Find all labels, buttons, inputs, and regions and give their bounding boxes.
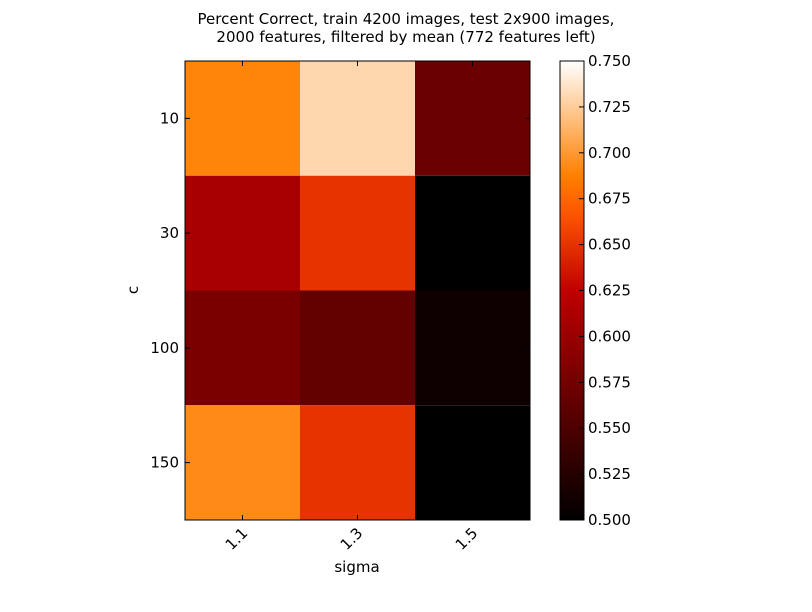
x-tick-label: 1.1 (222, 524, 252, 554)
colorbar-tick-label: 0.675 (588, 190, 631, 208)
y-tick-label: 150 (150, 454, 179, 472)
colorbar-tick-label: 0.575 (588, 373, 631, 391)
heatmap-cell (415, 175, 530, 291)
heatmap-cell (185, 61, 300, 176)
colorbar-tick-label: 0.500 (588, 511, 631, 529)
y-tick-label: 10 (160, 109, 179, 127)
heatmap-cell (300, 175, 415, 291)
y-axis-label: c (124, 286, 142, 294)
heatmap-cell (185, 290, 300, 406)
heatmap-cell (415, 405, 530, 520)
colorbar-ticks: 0.500 0.525 0.550 0.575 0.600 0.625 0.650 0.675… (579, 52, 631, 529)
x-tick-label: 1.5 (452, 524, 482, 554)
colorbar-tick-label: 0.625 (588, 282, 631, 300)
colorbar-tick-label: 0.550 (588, 419, 631, 437)
x-axis-label: sigma (334, 558, 379, 576)
colorbar-tick-label: 0.725 (588, 98, 631, 116)
colorbar-tick-label: 0.750 (588, 52, 631, 70)
heatmap-cell (415, 290, 530, 406)
heatmap-cell (300, 290, 415, 406)
heatmap-cells (185, 61, 530, 520)
y-tick-label: 100 (150, 339, 179, 357)
heatmap-cell (300, 405, 415, 520)
colorbar-tick-label: 0.650 (588, 236, 631, 254)
heatmap-cell (415, 61, 530, 176)
y-tick-label: 30 (160, 224, 179, 242)
colorbar-tick-label: 0.600 (588, 327, 631, 345)
chart-title-line-1: Percent Correct, train 4200 images, test… (198, 10, 615, 28)
colorbar-tick-label: 0.525 (588, 465, 631, 483)
heatmap-cell (185, 175, 300, 291)
heatmap-cell (300, 61, 415, 176)
chart-title-line-2: 2000 features, filtered by mean (772 fea… (216, 28, 595, 46)
x-tick-label: 1.3 (337, 524, 367, 554)
heatmap-cell (185, 405, 300, 520)
colorbar-tick-label: 0.700 (588, 144, 631, 162)
